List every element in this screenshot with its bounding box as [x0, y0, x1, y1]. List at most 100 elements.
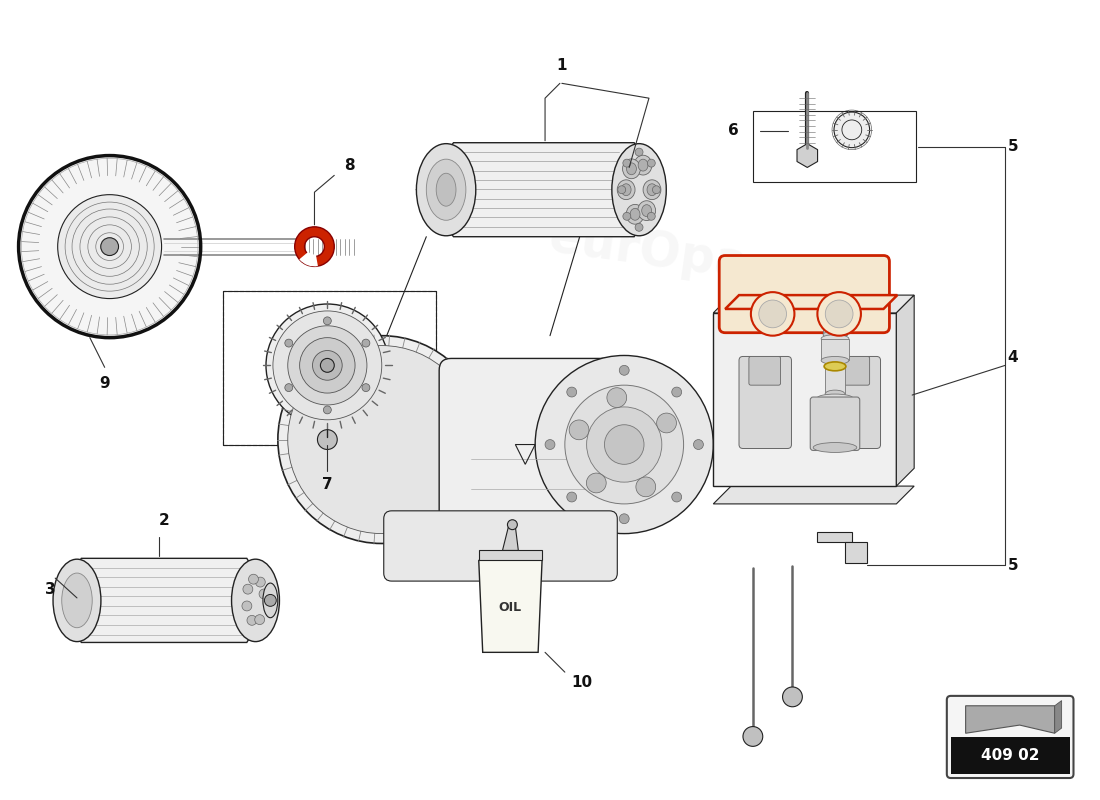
Circle shape [264, 594, 276, 606]
Circle shape [19, 155, 200, 338]
Ellipse shape [813, 442, 857, 453]
Ellipse shape [263, 583, 278, 618]
Circle shape [57, 194, 162, 298]
Polygon shape [1055, 701, 1061, 734]
Circle shape [566, 492, 576, 502]
FancyBboxPatch shape [811, 397, 860, 450]
Polygon shape [713, 486, 914, 504]
Ellipse shape [427, 159, 466, 220]
Ellipse shape [617, 180, 635, 200]
Text: a passion for parts since 1985: a passion for parts since 1985 [407, 395, 693, 504]
Ellipse shape [644, 180, 661, 200]
Text: OIL: OIL [499, 602, 522, 614]
Circle shape [647, 212, 656, 220]
Text: eurOpa: eurOpa [547, 214, 751, 290]
Polygon shape [713, 295, 914, 313]
Polygon shape [503, 526, 518, 550]
Ellipse shape [612, 144, 667, 236]
Bar [817, 398, 852, 430]
Circle shape [566, 387, 576, 397]
Ellipse shape [821, 357, 849, 364]
Circle shape [834, 112, 870, 148]
Circle shape [635, 223, 643, 231]
Circle shape [607, 388, 627, 407]
Bar [825, 366, 845, 394]
Text: 5: 5 [1008, 139, 1019, 154]
Text: 8: 8 [344, 158, 354, 173]
Text: 3: 3 [45, 582, 56, 598]
Circle shape [362, 384, 370, 391]
Circle shape [782, 687, 802, 706]
Circle shape [546, 439, 554, 450]
Circle shape [636, 477, 656, 497]
Bar [478, 550, 542, 560]
Circle shape [242, 601, 252, 611]
Circle shape [604, 425, 644, 464]
Bar [950, 737, 1069, 774]
Circle shape [536, 355, 713, 534]
FancyBboxPatch shape [439, 358, 641, 530]
Bar [223, 291, 437, 445]
Circle shape [273, 311, 382, 420]
Circle shape [278, 336, 486, 543]
Polygon shape [845, 542, 867, 563]
Circle shape [693, 439, 703, 450]
FancyBboxPatch shape [828, 357, 880, 449]
Text: 10: 10 [571, 674, 592, 690]
Text: 1: 1 [557, 58, 568, 73]
Text: H: H [811, 435, 817, 444]
Ellipse shape [437, 174, 456, 206]
Circle shape [255, 577, 265, 587]
Circle shape [635, 148, 643, 156]
Circle shape [101, 238, 119, 255]
FancyBboxPatch shape [838, 357, 870, 385]
Ellipse shape [626, 205, 644, 224]
Circle shape [255, 614, 265, 625]
Bar [821, 338, 849, 361]
Polygon shape [966, 706, 1055, 734]
Circle shape [299, 338, 355, 393]
Ellipse shape [823, 330, 847, 338]
Polygon shape [798, 144, 817, 167]
Text: 4: 4 [1008, 350, 1019, 365]
Polygon shape [817, 532, 851, 542]
Polygon shape [478, 560, 542, 652]
Circle shape [619, 514, 629, 524]
Ellipse shape [825, 362, 845, 370]
Circle shape [619, 366, 629, 375]
Polygon shape [55, 558, 273, 642]
Bar [823, 317, 847, 334]
Circle shape [288, 346, 476, 534]
Circle shape [249, 574, 258, 584]
Circle shape [817, 292, 861, 336]
FancyBboxPatch shape [384, 511, 617, 581]
Ellipse shape [823, 313, 847, 321]
Bar [713, 313, 896, 486]
Circle shape [312, 350, 342, 380]
Circle shape [623, 159, 630, 167]
Text: 409 02: 409 02 [981, 748, 1040, 763]
Circle shape [647, 159, 656, 167]
Circle shape [672, 492, 682, 502]
Circle shape [564, 385, 683, 504]
Polygon shape [417, 142, 663, 237]
Bar [752, 111, 916, 182]
Bar [223, 291, 437, 445]
Ellipse shape [232, 559, 279, 642]
Ellipse shape [647, 184, 657, 196]
Ellipse shape [641, 205, 651, 217]
Circle shape [825, 300, 852, 328]
Circle shape [569, 420, 589, 440]
Circle shape [285, 339, 293, 347]
Circle shape [672, 387, 682, 397]
Ellipse shape [623, 159, 640, 178]
Polygon shape [725, 295, 898, 309]
Ellipse shape [638, 159, 648, 171]
Circle shape [586, 407, 662, 482]
Ellipse shape [630, 208, 640, 220]
Ellipse shape [817, 426, 852, 434]
Wedge shape [299, 252, 318, 266]
Circle shape [742, 726, 762, 746]
Text: 2: 2 [158, 514, 169, 528]
Circle shape [759, 300, 786, 328]
